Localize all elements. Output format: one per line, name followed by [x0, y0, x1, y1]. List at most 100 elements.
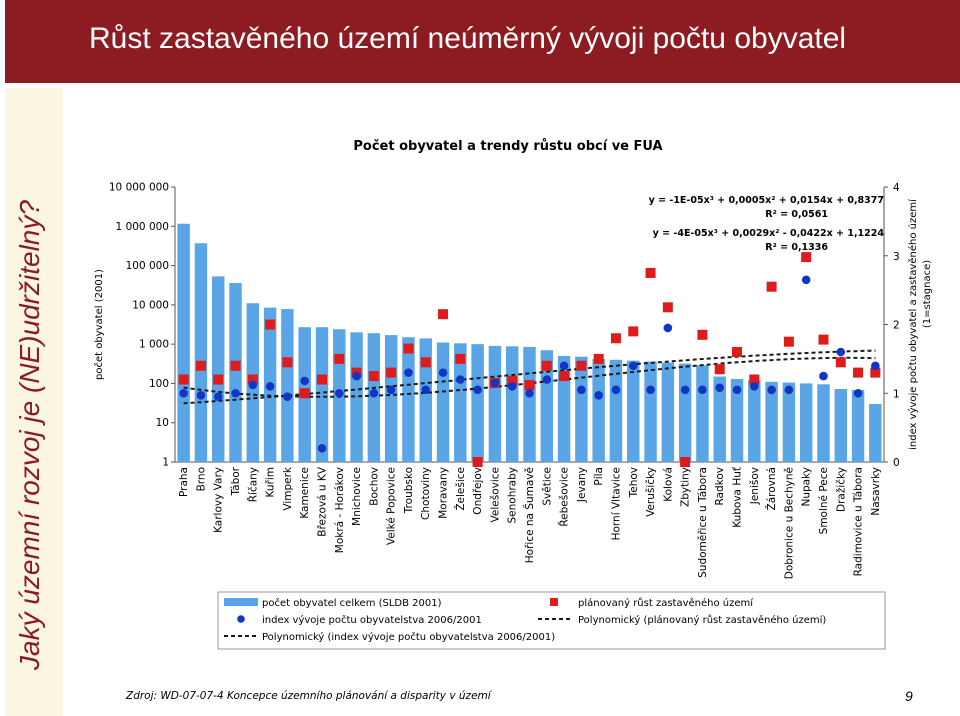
bar — [523, 346, 536, 462]
bar — [557, 355, 571, 462]
population-index-marker — [628, 361, 638, 371]
planned-growth-marker — [645, 267, 656, 278]
bar — [402, 337, 415, 462]
bar — [350, 332, 363, 462]
population-index-marker — [801, 275, 811, 285]
trendline-planned-growth — [183, 349, 876, 405]
x-tick-label: Ondřejov — [472, 467, 484, 515]
planned-growth-marker — [628, 326, 639, 337]
r2-label: R² = 0,0561 — [765, 209, 828, 220]
page-number: 9 — [905, 688, 913, 704]
y-tick-label: 10 — [156, 417, 169, 429]
slide-title: Růst zastavěného území neúměrný vývoji p… — [89, 22, 847, 55]
population-index-marker — [559, 361, 569, 371]
bar — [229, 283, 242, 462]
bar — [782, 382, 796, 462]
x-tick-label: Sudoměřice u Tábora — [697, 467, 709, 578]
y2-axis-note: (1=stagnace) — [922, 260, 933, 328]
planned-growth-marker — [247, 374, 258, 385]
y2-tick-label: 1 — [893, 388, 900, 400]
population-index-marker — [542, 375, 552, 384]
x-tick-label: Chotoviny — [420, 467, 432, 520]
population-index-marker — [750, 382, 759, 391]
bar — [384, 335, 398, 462]
x-tick-label: Řebešovice — [558, 467, 571, 527]
y-axis-title: počet obyvatel (2001) — [93, 269, 105, 380]
planned-growth-marker — [818, 334, 829, 345]
bar — [644, 361, 657, 462]
planned-growth-marker — [662, 302, 673, 313]
x-tick-label: Jevany — [576, 467, 588, 503]
legend-label-trend-planned: Polynomický (plánovaný růst zastavěného … — [578, 614, 826, 626]
x-tick-label: Tábor — [230, 466, 242, 496]
r2-label: R² = 0,1336 — [765, 242, 828, 253]
x-tick-label: Velké Popovice — [386, 467, 398, 545]
population-index-marker — [196, 391, 206, 400]
planned-growth-marker — [334, 353, 345, 364]
planned-growth-marker — [282, 357, 293, 368]
planned-growth-marker — [455, 353, 466, 364]
x-tick-label: Želešice — [454, 467, 467, 511]
legend-label-index: index vývoje počtu obyvatelstva 2006/200… — [262, 614, 482, 626]
population-index-marker — [525, 388, 534, 398]
bar — [367, 333, 381, 462]
population-index-marker — [456, 375, 465, 384]
x-tick-label: Kolová — [662, 467, 674, 502]
population-index-marker — [473, 385, 482, 395]
x-tick-label: Světice — [541, 467, 553, 506]
source-note: Zdroj: WD-07-07-4 Koncepce územního plán… — [126, 690, 491, 702]
y-tick-label: 1 000 000 — [116, 221, 169, 233]
bar — [817, 384, 830, 462]
bar — [315, 327, 329, 462]
population-index-marker — [213, 392, 223, 401]
x-tick-label: Březová u KV — [316, 466, 328, 537]
x-tick-label: Kuřim — [265, 467, 277, 497]
y-tick-label: 10 000 000 — [109, 182, 169, 194]
population-index-marker — [352, 371, 361, 381]
y-tick-label: 100 000 — [126, 260, 169, 272]
bar — [678, 363, 692, 462]
x-tick-label: Smolné Pece — [818, 467, 830, 534]
planned-growth-marker — [178, 374, 189, 385]
x-tick-label: Dražičky — [835, 467, 847, 512]
population-index-marker — [680, 385, 690, 395]
x-tick-label: Zbytiny — [680, 467, 692, 507]
bar — [471, 344, 484, 462]
bar — [454, 343, 467, 462]
x-tick-label: Píla — [593, 467, 605, 486]
population-index-marker — [404, 368, 413, 377]
planned-growth-marker — [230, 360, 241, 371]
population-index-marker — [386, 385, 396, 395]
y2-tick-label: 4 — [893, 182, 900, 194]
bar — [834, 389, 847, 462]
bar — [488, 345, 502, 462]
planned-growth-marker — [870, 367, 881, 378]
bar — [505, 346, 519, 462]
y2-tick-label: 0 — [893, 457, 900, 469]
bar — [194, 243, 208, 462]
planned-growth-marker — [524, 380, 535, 390]
x-tick-label: Verušičky — [645, 467, 657, 517]
equation-label: y = -4E-05x³ + 0,0029x² - 0,0422x + 1,12… — [653, 228, 885, 239]
equation-label: y = -1E-05x³ + 0,0005x² + 0,0154x + 0,83… — [649, 195, 884, 206]
legend: počet obyvatel celkem (SLDB 2001) plánova… — [217, 591, 886, 650]
x-tick-label: Dobronice u Bechyně — [783, 467, 795, 579]
y2-tick-label: 2 — [893, 320, 900, 332]
population-index-marker — [283, 392, 292, 401]
planned-growth-marker — [732, 347, 743, 357]
bar — [869, 403, 882, 462]
x-tick-label: Tehov — [628, 467, 640, 498]
population-index-marker — [265, 382, 275, 391]
x-tick-label: Mokrá - Horákov — [334, 467, 346, 553]
side-title: Jaký územní rozvoj je (NE)udržitelný? — [14, 200, 45, 670]
planned-growth-marker — [195, 360, 206, 371]
y2-tick-label: 3 — [893, 251, 900, 263]
x-tick-label: Karlovy Vary — [213, 467, 225, 533]
x-tick-label: Říčany — [246, 467, 259, 502]
population-index-marker — [663, 323, 673, 333]
population-index-marker — [334, 388, 344, 398]
bar — [627, 360, 640, 462]
population-index-marker — [836, 347, 846, 357]
planned-growth-marker — [386, 367, 397, 378]
planned-growth-marker — [610, 333, 621, 344]
